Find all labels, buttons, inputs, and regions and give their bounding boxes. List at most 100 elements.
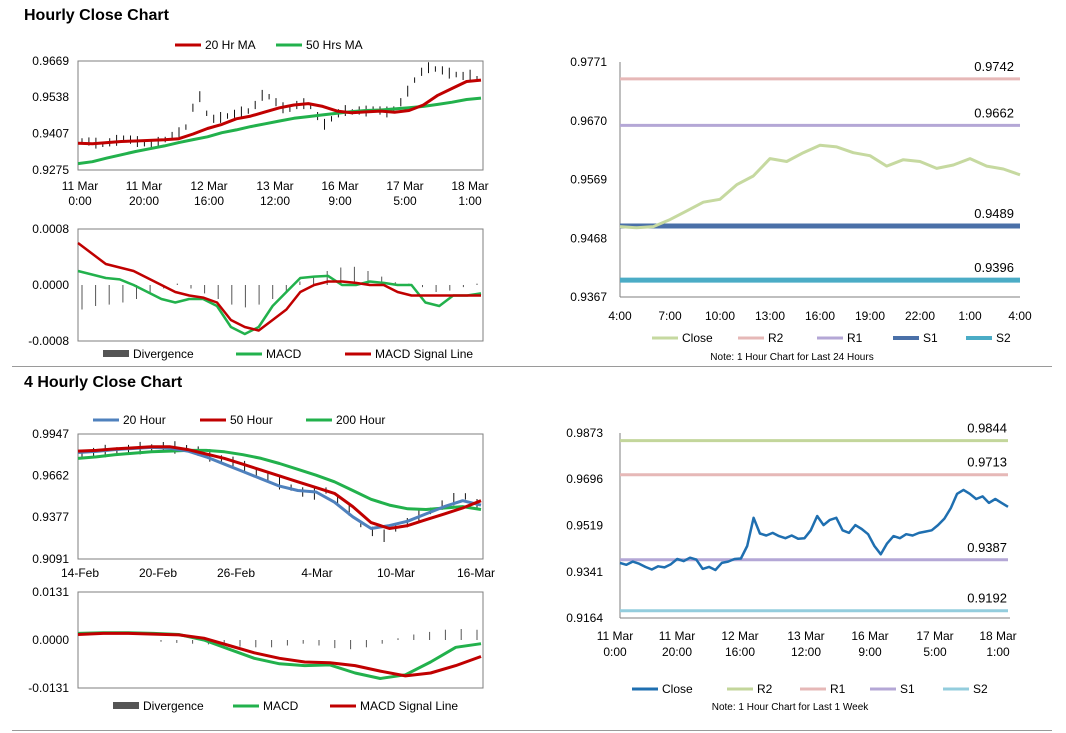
legend-hourly-r2-label: R2 bbox=[768, 331, 784, 345]
level-label-r2: 0.9742 bbox=[974, 59, 1014, 74]
four-hourly-50h-line bbox=[77, 445, 482, 530]
hourly-levels-xtick: 13:00 bbox=[755, 309, 785, 323]
section-divider bbox=[12, 366, 1052, 367]
hourly-levels-ytick: 0.9771 bbox=[570, 55, 607, 69]
hourly-close-line bbox=[619, 143, 1021, 230]
level-label-s1: 0.9489 bbox=[974, 206, 1014, 221]
hourly-price-xtick-time: 20:00 bbox=[129, 194, 159, 208]
weekly-levels-note: Note: 1 Hour Chart for Last 1 Week bbox=[712, 702, 870, 713]
legend-weekly-s2-label: S2 bbox=[973, 682, 988, 696]
hourly-levels-xtick: 19:00 bbox=[855, 309, 885, 323]
level-label-s2: 0.9396 bbox=[974, 260, 1014, 275]
legend-weekly-r2-label: R2 bbox=[757, 682, 773, 696]
hourly-macd-ytick: 0.0008 bbox=[32, 222, 69, 236]
hourly-price-xtick-date: 11 Mar bbox=[62, 179, 98, 193]
hourly-title: Hourly Close Chart bbox=[24, 7, 169, 24]
four-hourly-macd-ytick: -0.0131 bbox=[28, 681, 69, 695]
hourly-price-xtick-time: 1:00 bbox=[458, 194, 482, 208]
weekly-levels-xtick-time: 20:00 bbox=[662, 645, 692, 659]
weekly-levels-xtick-date: 18 Mar bbox=[979, 629, 1016, 643]
weekly-levels-xtick-date: 16 Mar bbox=[851, 629, 888, 643]
hourly-price-ytick: 0.9407 bbox=[32, 126, 69, 140]
legend-20hr-ma-label: 20 Hr MA bbox=[205, 38, 256, 52]
weekly-levels-ytick: 0.9341 bbox=[566, 565, 603, 579]
weekly-levels-xtick-time: 12:00 bbox=[791, 645, 821, 659]
legend-weekly-close-label: Close bbox=[662, 682, 693, 696]
legend-four-hourly-macd-signal-label: MACD Signal Line bbox=[360, 699, 458, 713]
legend-20-hour-label: 20 Hour bbox=[123, 413, 166, 427]
hourly-levels-ytick: 0.9670 bbox=[570, 114, 607, 128]
hourly-levels-xtick: 16:00 bbox=[805, 309, 835, 323]
level-label-weekly-s2: 0.9192 bbox=[967, 591, 1007, 606]
hourly-price-xtick-date: 16 Mar bbox=[321, 179, 358, 193]
weekly-levels-xtick-date: 17 Mar bbox=[916, 629, 953, 643]
hourly-levels-ytick: 0.9367 bbox=[570, 290, 607, 304]
legend-weekly-s1-label: S1 bbox=[900, 682, 915, 696]
hourly-levels-xtick: 10:00 bbox=[705, 309, 735, 323]
legend-four-hourly-macd-label: MACD bbox=[263, 699, 299, 713]
hourly-price-xtick-date: 12 Mar bbox=[190, 179, 227, 193]
hourly-levels-ytick: 0.9569 bbox=[570, 173, 607, 187]
hourly-price-ytick: 0.9538 bbox=[32, 90, 69, 104]
legend-hourly-r1-label: R1 bbox=[847, 331, 863, 345]
four-hourly-xtick: 20-Feb bbox=[139, 566, 177, 580]
hourly-levels-note: Note: 1 Hour Chart for Last 24 Hours bbox=[710, 352, 873, 363]
hourly-levels-xtick: 4:00 bbox=[608, 309, 632, 323]
hourly-price-xtick-date: 18 Mar bbox=[451, 179, 488, 193]
hourly-levels-xtick: 4:00 bbox=[1008, 309, 1032, 323]
level-label-r1: 0.9662 bbox=[974, 105, 1014, 120]
four-hourly-xtick: 10-Mar bbox=[377, 566, 415, 580]
hourly-price-ytick: 0.9275 bbox=[32, 163, 69, 177]
weekly-levels-xtick-time: 9:00 bbox=[858, 645, 882, 659]
four-hourly-macd-signal-line bbox=[77, 631, 482, 678]
weekly-levels-xtick-time: 16:00 bbox=[725, 645, 755, 659]
level-label-weekly-r2: 0.9844 bbox=[967, 421, 1007, 436]
hourly-levels-xtick: 22:00 bbox=[905, 309, 935, 323]
hourly-price-xtick-time: 12:00 bbox=[260, 194, 290, 208]
hourly-price-xtick-time: 9:00 bbox=[328, 194, 352, 208]
legend-50-hour-label: 50 Hour bbox=[230, 413, 273, 427]
four-hourly-200h-line bbox=[77, 448, 482, 511]
weekly-levels-ytick: 0.9519 bbox=[566, 518, 603, 532]
weekly-levels-xtick-date: 11 Mar bbox=[597, 629, 633, 643]
weekly-levels-xtick-time: 1:00 bbox=[986, 645, 1010, 659]
hourly-macd-ytick: -0.0008 bbox=[28, 334, 69, 348]
hourly-macd-ytick: 0.0000 bbox=[32, 278, 69, 292]
hourly-price-xtick-date: 11 Mar bbox=[126, 179, 162, 193]
weekly-close-line bbox=[619, 488, 1009, 572]
hourly-price-xtick-date: 17 Mar bbox=[386, 179, 423, 193]
legend-four-hourly-divergence-label: Divergence bbox=[143, 699, 204, 713]
hourly-levels-xtick: 1:00 bbox=[958, 309, 982, 323]
four-hourly-xtick: 16-Mar bbox=[457, 566, 495, 580]
hourly-macd-plot-area bbox=[77, 228, 484, 342]
weekly-levels-ytick: 0.9696 bbox=[566, 472, 603, 486]
four-hourly-macd-plot-area bbox=[77, 591, 484, 689]
four-hourly-price-plot-area bbox=[77, 433, 484, 560]
legend-hourly-macd-signal-label: MACD Signal Line bbox=[375, 347, 473, 361]
legend-200-hour-label: 200 Hour bbox=[336, 413, 385, 427]
four-hourly-xtick: 14-Feb bbox=[61, 566, 99, 580]
four-hourly-title: 4 Hourly Close Chart bbox=[24, 374, 183, 391]
weekly-levels-ytick: 0.9164 bbox=[566, 611, 603, 625]
four-hourly-price-ytick: 0.9662 bbox=[32, 469, 69, 483]
hourly-levels-xtick: 7:00 bbox=[658, 309, 682, 323]
hourly-price-plot-area bbox=[77, 60, 484, 171]
weekly-levels-xtick-time: 5:00 bbox=[923, 645, 947, 659]
legend-hourly-s2-label: S2 bbox=[996, 331, 1011, 345]
weekly-levels-xtick-date: 13 Mar bbox=[787, 629, 824, 643]
legend-50hrs-ma-label: 50 Hrs MA bbox=[306, 38, 363, 52]
hourly-levels-ytick: 0.9468 bbox=[570, 231, 607, 245]
hourly-price-xtick-date: 13 Mar bbox=[256, 179, 293, 193]
legend-hourly-s1-label: S1 bbox=[923, 331, 938, 345]
four-hourly-macd-line bbox=[77, 631, 482, 680]
hourly-price-xtick-time: 0:00 bbox=[68, 194, 92, 208]
hourly-price-xtick-time: 5:00 bbox=[393, 194, 417, 208]
legend-hourly-divergence-swatch bbox=[103, 350, 129, 357]
weekly-levels-xtick-date: 12 Mar bbox=[721, 629, 758, 643]
bottom-divider bbox=[12, 730, 1052, 731]
level-label-weekly-r1: 0.9713 bbox=[967, 455, 1007, 470]
four-hourly-macd-ytick: 0.0000 bbox=[32, 633, 69, 647]
legend-hourly-macd-label: MACD bbox=[266, 347, 302, 361]
weekly-levels-xtick-date: 11 Mar bbox=[659, 629, 695, 643]
